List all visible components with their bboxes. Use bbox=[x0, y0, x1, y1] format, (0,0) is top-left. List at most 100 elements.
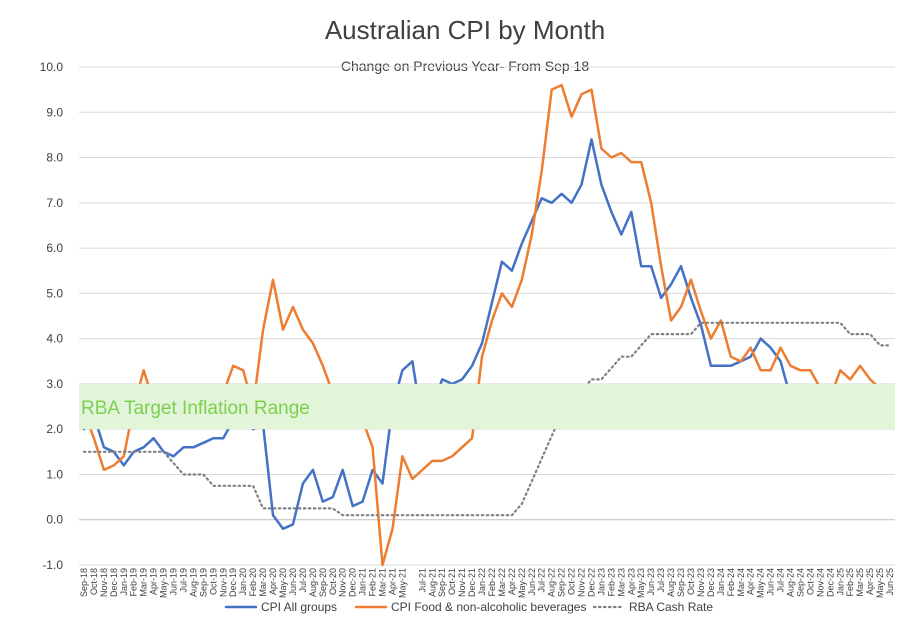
x-tick-label: Jan-22 bbox=[477, 568, 487, 596]
x-tick-label: Aug-20 bbox=[308, 568, 318, 597]
y-tick-label: 3.0 bbox=[46, 377, 63, 391]
legend: CPI All groups CPI Food & non-alcoholic b… bbox=[224, 600, 713, 614]
x-tick-label: Nov-18 bbox=[99, 568, 109, 597]
x-tick-label: Jul-24 bbox=[776, 568, 786, 593]
x-tick-label: May-20 bbox=[278, 568, 288, 598]
x-tick-label: Apr-25 bbox=[865, 568, 875, 595]
x-tick-label: Jan-24 bbox=[716, 568, 726, 596]
x-tick-label: Feb-22 bbox=[487, 568, 497, 597]
x-tick-label: Oct-23 bbox=[686, 568, 696, 595]
legend-label-0: CPI All groups bbox=[261, 600, 337, 614]
x-tick-label: Jul-22 bbox=[537, 568, 547, 593]
x-tick-label: Jan-25 bbox=[835, 568, 845, 596]
x-tick-label: Jan-21 bbox=[358, 568, 368, 596]
x-tick-label: Oct-19 bbox=[208, 568, 218, 595]
x-tick-label: Jul-20 bbox=[298, 568, 308, 593]
x-tick-label: May-21 bbox=[397, 568, 407, 598]
gridlines bbox=[79, 66, 895, 566]
y-tick-label: 4.0 bbox=[46, 332, 63, 346]
y-tick-label: 0.0 bbox=[46, 513, 63, 527]
x-tick-label: Feb-24 bbox=[726, 568, 736, 597]
x-axis: Sep-18 Oct-18 Nov-18 Dec-18 Jan-19 Feb-19 Mar-… bbox=[79, 568, 895, 598]
x-tick-label: Nov-23 bbox=[696, 568, 706, 597]
x-tick-label: Jun-19 bbox=[169, 568, 179, 596]
x-tick-label: May-25 bbox=[875, 568, 885, 598]
x-tick-label: Dec-21 bbox=[467, 568, 477, 597]
target-band-layer: RBA Target Inflation Range bbox=[79, 383, 895, 430]
x-tick-label: Nov-19 bbox=[218, 568, 228, 597]
x-tick-label: Oct-21 bbox=[447, 568, 457, 595]
x-tick-label: Jun-22 bbox=[527, 568, 537, 596]
y-tick-label: 5.0 bbox=[46, 286, 63, 300]
legend-label-1: CPI Food & non-alcoholic beverages bbox=[391, 600, 586, 614]
x-tick-label: Jan-23 bbox=[596, 568, 606, 596]
x-tick-label: Apr-20 bbox=[268, 568, 278, 595]
x-tick-label: Feb-20 bbox=[248, 568, 258, 597]
chart-subtitle: Change on Previous Year- From Sep 18 bbox=[341, 58, 589, 74]
x-tick-label: Dec-18 bbox=[109, 568, 119, 597]
target-band bbox=[79, 383, 895, 430]
y-tick-label: 6.0 bbox=[46, 241, 63, 255]
x-tick-label: Mar-21 bbox=[378, 568, 388, 597]
target-band-label: RBA Target Inflation Range bbox=[81, 398, 310, 419]
x-tick-label: Mar-19 bbox=[139, 568, 149, 597]
y-tick-label: 2.0 bbox=[46, 422, 63, 436]
x-tick-label: May-23 bbox=[636, 568, 646, 598]
x-tick-label: Dec-22 bbox=[586, 568, 596, 597]
x-tick-label: Sep-20 bbox=[318, 568, 328, 597]
x-tick-label: Oct-18 bbox=[89, 568, 99, 595]
x-tick-label: Oct-22 bbox=[567, 568, 577, 595]
series-line-2 bbox=[82, 321, 892, 517]
x-tick-label: Mar-20 bbox=[258, 568, 268, 597]
x-tick-label: Mar-23 bbox=[616, 568, 626, 597]
x-tick-label: Nov-24 bbox=[815, 568, 825, 597]
x-tick-label: May-22 bbox=[517, 568, 527, 598]
x-tick-label: May-24 bbox=[756, 568, 766, 598]
x-tick-label: Jul-19 bbox=[178, 568, 188, 593]
x-tick-label: Apr-21 bbox=[387, 568, 397, 595]
x-tick-label: Aug-23 bbox=[666, 568, 676, 597]
x-tick-label: Dec-20 bbox=[348, 568, 358, 597]
x-tick-label: Mar-22 bbox=[497, 568, 507, 597]
x-tick-label: Apr-24 bbox=[746, 568, 756, 595]
y-tick-label: 8.0 bbox=[46, 151, 63, 165]
x-tick-label: Jun-20 bbox=[288, 568, 298, 596]
x-tick-label: Feb-25 bbox=[845, 568, 855, 597]
x-tick-label: Mar-25 bbox=[855, 568, 865, 597]
x-tick-label: Jun-24 bbox=[766, 568, 776, 596]
x-tick-label: Aug-21 bbox=[427, 568, 437, 597]
y-axis: -1.0 0.0 1.0 2.0 3.0 4.0 5.0 6.0 7.0 8.0 9.0 10.0 bbox=[40, 60, 64, 572]
y-tick-label: 1.0 bbox=[46, 467, 63, 481]
x-tick-label: Apr-19 bbox=[149, 568, 159, 595]
x-tick-label: May-19 bbox=[159, 568, 169, 598]
x-tick-label: Jun-25 bbox=[885, 568, 895, 596]
x-tick-label: Jul-21 bbox=[417, 568, 427, 593]
x-tick-label: Feb-19 bbox=[129, 568, 139, 597]
y-tick-label: 7.0 bbox=[46, 196, 63, 210]
x-tick-label: Sep-21 bbox=[437, 568, 447, 597]
x-tick-label: Dec-19 bbox=[228, 568, 238, 597]
x-tick-label: Nov-22 bbox=[577, 568, 587, 597]
x-tick-label: Oct-24 bbox=[805, 568, 815, 595]
x-tick-label: Sep-24 bbox=[795, 568, 805, 597]
x-tick-label: Apr-23 bbox=[626, 568, 636, 595]
x-tick-label: Mar-24 bbox=[736, 568, 746, 597]
x-tick-label: Feb-23 bbox=[606, 568, 616, 597]
x-tick-label: Sep-19 bbox=[198, 568, 208, 597]
x-tick-label: Dec-24 bbox=[825, 568, 835, 597]
x-tick-label: Sep-23 bbox=[676, 568, 686, 597]
x-tick-label: Feb-21 bbox=[368, 568, 378, 597]
series-line-0 bbox=[82, 138, 892, 531]
x-tick-label: Nov-20 bbox=[338, 568, 348, 597]
legend-label-2: RBA Cash Rate bbox=[629, 600, 713, 614]
y-tick-label: 9.0 bbox=[46, 105, 63, 119]
x-tick-label: Nov-21 bbox=[457, 568, 467, 597]
x-tick-label: Dec-23 bbox=[706, 568, 716, 597]
chart-title: Australian CPI by Month bbox=[325, 15, 605, 45]
x-tick-label: Sep-18 bbox=[79, 568, 89, 597]
x-tick-label: Aug-24 bbox=[786, 568, 796, 597]
y-tick-label: -1.0 bbox=[42, 558, 63, 572]
x-tick-label: Jan-20 bbox=[238, 568, 248, 596]
y-tick-label: 10.0 bbox=[40, 60, 64, 74]
